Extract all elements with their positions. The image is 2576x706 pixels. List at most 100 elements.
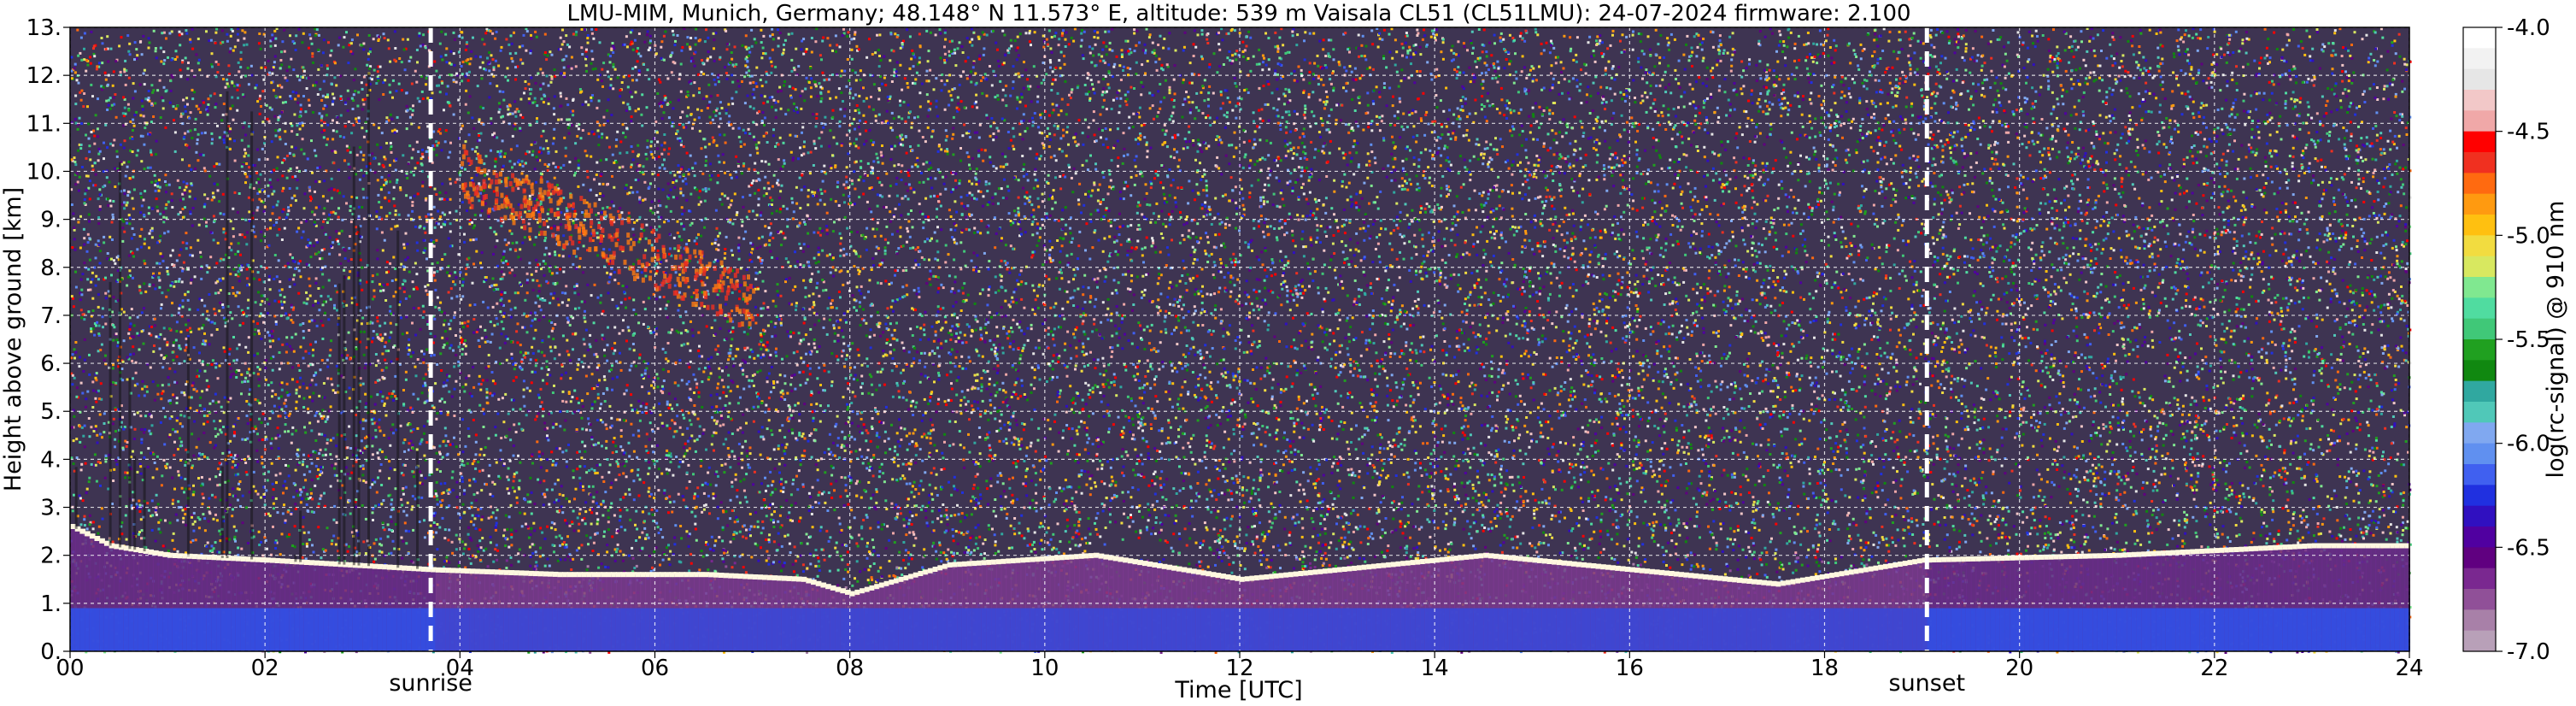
noise-pixel: [1651, 536, 1654, 539]
noise-pixel: [461, 552, 465, 556]
noise-pixel: [1726, 537, 1729, 540]
noise-pixel: [845, 544, 848, 547]
noise-pixel: [970, 550, 973, 554]
noise-pixel: [103, 650, 107, 654]
noise-pixel: [1235, 535, 1239, 538]
noise-pixel: [765, 538, 768, 541]
noise-pixel: [125, 538, 128, 541]
noise-pixel: [1955, 547, 1958, 550]
noise-pixel: [536, 564, 539, 568]
noise-pixel: [2176, 544, 2180, 548]
noise-pixel: [1711, 536, 1715, 539]
noise-pixel: [2188, 650, 2192, 654]
noise-pixel: [2221, 532, 2224, 536]
noise-pixel: [641, 547, 644, 550]
noise-pixel: [210, 544, 214, 548]
noise-pixel: [795, 559, 797, 562]
noise-pixel: [468, 556, 472, 560]
noise-pixel: [2181, 544, 2185, 548]
noise-pixel: [1329, 541, 1333, 544]
noise-pixel: [2331, 534, 2334, 538]
noise-pixel: [1548, 533, 1552, 536]
noise-pixel: [1745, 556, 1748, 559]
noise-pixel: [2043, 532, 2046, 535]
noise-pixel: [1224, 538, 1228, 542]
noise-pixel: [965, 546, 968, 550]
noise-pixel: [1864, 546, 1868, 549]
noise-pixel: [1634, 556, 1638, 559]
noise-pixel: [1827, 562, 1830, 565]
noise-pixel: [208, 550, 212, 553]
noise-pixel: [1516, 546, 1519, 550]
noise-pixel: [1265, 558, 1269, 562]
noise-pixel: [2074, 550, 2078, 554]
noise-pixel: [1236, 546, 1239, 550]
noise-pixel: [1627, 558, 1630, 562]
noise-pixel: [969, 558, 972, 562]
noise-pixel: [1530, 544, 1534, 548]
noise-pixel: [1255, 537, 1259, 540]
noise-pixel: [982, 542, 985, 545]
noise-pixel: [1315, 550, 1318, 554]
noise-pixel: [871, 538, 874, 542]
noise-pixel: [1602, 548, 1605, 551]
noise-pixel: [334, 543, 337, 546]
noise-pixel: [1379, 536, 1382, 539]
noise-pixel: [705, 541, 708, 544]
noise-pixel: [994, 552, 997, 555]
noise-pixel: [1232, 561, 1235, 564]
noise-pixel: [565, 544, 568, 546]
noise-pixel: [1811, 544, 1815, 547]
noise-pixel: [1046, 541, 1049, 544]
noise-pixel: [1752, 550, 1756, 554]
noise-pixel: [1877, 561, 1880, 564]
noise-pixel: [1267, 565, 1270, 568]
noise-pixel: [935, 557, 938, 561]
noise-pixel: [1806, 564, 1810, 568]
noise-pixel: [1206, 565, 1210, 568]
noise-pixel: [510, 563, 513, 567]
noise-pixel: [657, 532, 660, 534]
noise-pixel: [817, 556, 820, 560]
noise-pixel: [767, 556, 771, 560]
noise-pixel: [757, 559, 760, 562]
noise-pixel: [836, 550, 839, 554]
noise-pixel: [688, 569, 691, 573]
noise-pixel: [538, 555, 542, 558]
noise-pixel: [818, 568, 821, 572]
noise-pixel: [1041, 548, 1044, 551]
noise-pixel: [1429, 535, 1432, 538]
noise-pixel: [1302, 556, 1306, 560]
noise-pixel: [796, 555, 800, 558]
noise-pixel: [1681, 563, 1684, 567]
noise-pixel: [362, 540, 366, 544]
noise-pixel: [1345, 546, 1348, 550]
noise-pixel: [2227, 536, 2229, 539]
noise-pixel: [1690, 564, 1693, 568]
noise-pixel: [1264, 535, 1266, 538]
noise-pixel: [211, 549, 214, 552]
noise-pixel: [1448, 548, 1452, 551]
noise-pixel: [407, 552, 410, 555]
noise-pixel: [531, 551, 535, 555]
noise-pixel: [649, 570, 653, 573]
noise-pixel: [1811, 545, 1815, 549]
noise-pixel: [260, 540, 263, 544]
noise-pixel: [575, 549, 578, 552]
noise-pixel: [1800, 563, 1804, 567]
noise-pixel: [776, 549, 779, 552]
noise-pixel: [1566, 542, 1570, 544]
noise-pixel: [673, 543, 677, 546]
noise-pixel: [1702, 567, 1705, 570]
noise-pixel: [1903, 544, 1906, 548]
noise-pixel: [546, 557, 549, 561]
noise-pixel: [1850, 564, 1853, 568]
noise-pixel: [600, 562, 603, 566]
noise-pixel: [744, 571, 748, 574]
noise-pixel: [1578, 542, 1581, 545]
noise-pixel: [2297, 538, 2300, 541]
noise-pixel: [902, 558, 906, 562]
noise-pixel: [1558, 551, 1562, 555]
noise-pixel: [1253, 551, 1257, 555]
noise-pixel: [619, 550, 622, 553]
